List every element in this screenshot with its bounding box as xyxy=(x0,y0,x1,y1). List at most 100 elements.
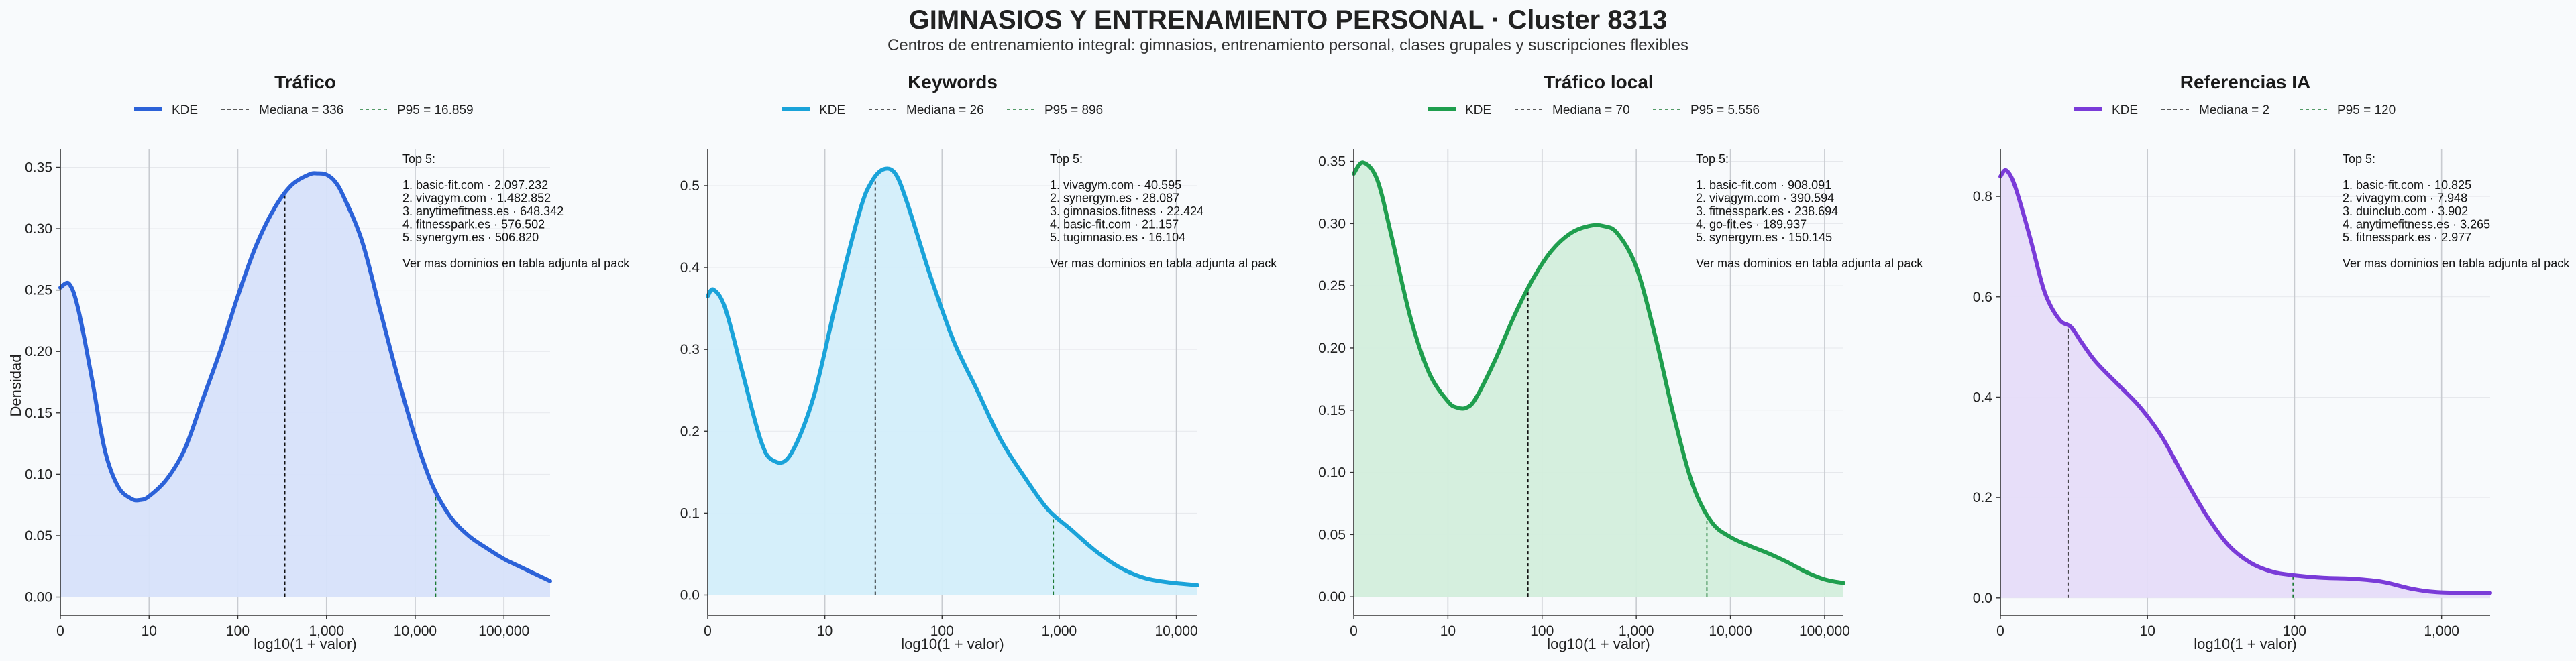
annotation-line: 2. vivagym.com · 1.482.852 xyxy=(402,192,551,205)
annotation-line: 2. vivagym.com · 390.594 xyxy=(1696,192,1834,205)
panel-title: Tráfico local xyxy=(1544,72,1653,93)
y-tick-label: 0.0 xyxy=(680,587,700,603)
kde-area xyxy=(2000,170,2490,598)
x-tick-label: 100,000 xyxy=(1799,623,1850,639)
legend-p95-label: P95 = 5.556 xyxy=(1690,103,1760,117)
y-tick-label: 0.3 xyxy=(680,342,700,357)
x-axis-label: log10(1 + valor) xyxy=(2194,636,2296,652)
x-axis-label: log10(1 + valor) xyxy=(254,636,356,652)
annotation-line: Top 5: xyxy=(1696,152,1729,166)
legend-p95-label: P95 = 16.859 xyxy=(397,103,474,117)
annotation-line: 3. gimnasios.fitness · 22.424 xyxy=(1050,204,1203,218)
legend-kde-label: KDE xyxy=(819,103,845,117)
y-tick-label: 0.2 xyxy=(680,424,700,439)
annotation-line: Ver mas dominios en tabla adjunta al pac… xyxy=(402,257,630,270)
y-tick-label: 0.00 xyxy=(25,590,52,605)
y-tick-label: 0.5 xyxy=(680,178,700,194)
y-tick-label: 0.6 xyxy=(1973,290,1992,305)
legend: KDE Mediana = 2 P95 = 120 xyxy=(2074,103,2396,117)
x-tick-label: 0 xyxy=(704,623,712,639)
annotation-line: 2. synergym.es · 28.087 xyxy=(1050,192,1179,205)
annotation-line: 5. synergym.es · 150.145 xyxy=(1696,231,1832,244)
x-tick-label: 10 xyxy=(817,623,833,639)
kde-line xyxy=(1998,168,2492,595)
x-tick-label: 0 xyxy=(56,623,64,639)
legend-median-label: Mediana = 336 xyxy=(259,103,343,117)
kde-area xyxy=(60,173,550,597)
annotation-line: 5. tugimnasio.es · 16.104 xyxy=(1050,231,1185,244)
y-tick-label: 0.0 xyxy=(1973,591,1992,606)
annotation-line: 5. synergym.es · 506.820 xyxy=(402,231,539,244)
y-tick-label: 0.00 xyxy=(1318,589,1346,605)
y-tick-label: 0.1 xyxy=(680,505,700,521)
x-tick-label: 10 xyxy=(2140,623,2155,639)
y-tick-label: 0.30 xyxy=(1318,216,1346,231)
legend-p95-label: P95 = 896 xyxy=(1044,103,1103,117)
x-tick-label: 0 xyxy=(1996,623,2004,639)
y-tick-label: 0.20 xyxy=(25,344,52,359)
annotation-line: 1. basic-fit.com · 908.091 xyxy=(1696,178,1831,192)
annotation-line: 3. duinclub.com · 3.902 xyxy=(2343,204,2468,218)
annotation-line: Top 5: xyxy=(2343,152,2375,166)
annotation-line: Ver mas dominios en tabla adjunta al pac… xyxy=(1696,257,1923,270)
annotation-line: 2. vivagym.com · 7.948 xyxy=(2343,192,2467,205)
annotation-line: 3. fitnesspark.es · 238.694 xyxy=(1696,204,1838,218)
y-tick-label: 0.25 xyxy=(1318,278,1346,294)
figure-title: GIMNASIOS Y ENTRENAMIENTO PERSONAL · Clu… xyxy=(908,5,1668,35)
x-tick-label: 0 xyxy=(1350,623,1358,639)
annotation-line: Ver mas dominios en tabla adjunta al pac… xyxy=(2343,257,2570,270)
annotation-line: 4. anytimefitness.es · 3.265 xyxy=(2343,218,2490,231)
annotation-line: 4. go-fit.es · 189.937 xyxy=(1696,218,1807,231)
panel-title: Keywords xyxy=(908,72,998,93)
x-tick-label: 10,000 xyxy=(1709,623,1752,639)
annotation-line: Ver mas dominios en tabla adjunta al pac… xyxy=(1050,257,1277,270)
y-tick-label: 0.2 xyxy=(1973,490,1992,505)
x-tick-label: 1,000 xyxy=(309,623,344,639)
legend-kde-label: KDE xyxy=(2112,103,2138,117)
annotation-line: Top 5: xyxy=(1050,152,1083,166)
x-tick-label: 100 xyxy=(930,623,954,639)
legend-kde-label: KDE xyxy=(172,103,198,117)
y-tick-label: 0.15 xyxy=(1318,403,1346,418)
legend-median-label: Mediana = 2 xyxy=(2199,103,2269,117)
annotation-line: 1. vivagym.com · 40.595 xyxy=(1050,178,1181,192)
annotation-line: 1. basic-fit.com · 10.825 xyxy=(2343,178,2471,192)
chart-panel-keywords: Keywords KDE Mediana = 26 P95 = 896 0.0 0.1 0.… xyxy=(680,72,1277,652)
chart-panel-trafico-local: Tráfico local KDE Mediana = 70 P95 = 5.556 0… xyxy=(1318,72,1923,652)
y-tick-label: 0.20 xyxy=(1318,341,1346,356)
x-tick-label: 10 xyxy=(1440,623,1456,639)
x-tick-label: 100 xyxy=(1530,623,1554,639)
y-tick-label: 0.25 xyxy=(25,283,52,298)
x-axis-label: log10(1 + valor) xyxy=(1547,636,1650,652)
legend-p95-label: P95 = 120 xyxy=(2337,103,2396,117)
y-tick-label: 0.8 xyxy=(1973,189,1992,204)
y-tick-label: 0.4 xyxy=(1973,389,1993,405)
y-tick-label: 0.10 xyxy=(25,467,52,482)
panel-title: Tráfico xyxy=(274,72,336,93)
kde-area xyxy=(1354,162,1843,597)
annotation-line: 3. anytimefitness.es · 648.342 xyxy=(402,204,564,218)
kde-line xyxy=(58,171,552,583)
y-tick-label: 0.4 xyxy=(680,260,700,276)
x-tick-label: 1,000 xyxy=(1042,623,1077,639)
y-tick-label: 0.10 xyxy=(1318,465,1346,481)
legend: KDE Mediana = 336 P95 = 16.859 xyxy=(134,103,474,117)
y-tick-label: 0.05 xyxy=(1318,527,1346,542)
annotation-line: 4. fitnesspark.es · 576.502 xyxy=(402,218,545,231)
kde-area xyxy=(708,168,1197,595)
y-tick-label: 0.35 xyxy=(1318,154,1346,170)
annotation-line: 4. basic-fit.com · 21.157 xyxy=(1050,218,1179,231)
annotation-line: 1. basic-fit.com · 2.097.232 xyxy=(402,178,548,192)
chart-panel-referencias-ia: Referencias IA KDE Mediana = 2 P95 = 120 0.0… xyxy=(1973,72,2570,652)
x-tick-label: 1,000 xyxy=(2424,623,2459,639)
annotation-line: Top 5: xyxy=(402,152,435,166)
y-tick-label: 0.15 xyxy=(25,406,52,421)
chart-panel-trafico: Tráfico KDE Mediana = 336 P95 = 16.859 0.00 0… xyxy=(25,72,630,652)
legend-kde-label: KDE xyxy=(1465,103,1491,117)
kde-line xyxy=(706,166,1199,587)
legend: KDE Mediana = 26 P95 = 896 xyxy=(782,103,1103,117)
figure-subtitle: Centros de entrenamiento integral: gimna… xyxy=(888,36,1688,54)
x-tick-label: 10,000 xyxy=(394,623,437,639)
